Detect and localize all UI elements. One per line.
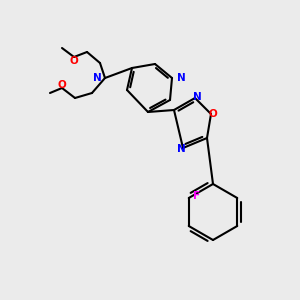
Text: F: F: [193, 191, 200, 201]
Text: N: N: [93, 73, 102, 83]
Text: N: N: [177, 144, 185, 154]
Text: O: O: [208, 109, 217, 119]
Text: N: N: [177, 73, 186, 83]
Text: O: O: [70, 56, 78, 66]
Text: O: O: [58, 80, 66, 90]
Text: N: N: [193, 92, 201, 102]
